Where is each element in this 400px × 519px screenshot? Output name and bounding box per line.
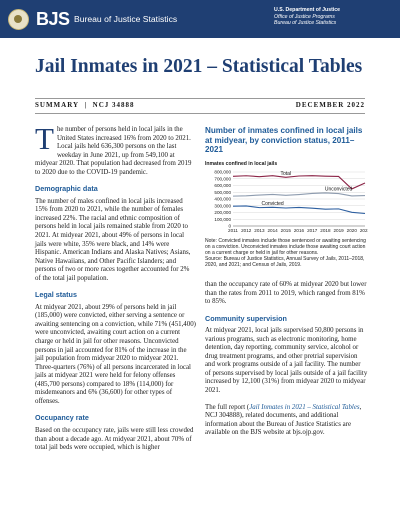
y-tick-label: 200,000: [214, 210, 231, 215]
x-tick-label: 2019: [333, 228, 344, 233]
series-line-total: [232, 175, 366, 190]
x-tick-label: 2017: [307, 228, 318, 233]
demographic-paragraph: The number of males confined in local ja…: [35, 197, 191, 282]
page-title: Jail Inmates in 2021 – Statistical Table…: [35, 56, 363, 77]
x-tick-label: 2021: [360, 228, 368, 233]
y-tick-label: 600,000: [214, 183, 231, 188]
site-header: BJS Bureau of Justice Statistics U.S. De…: [0, 0, 400, 38]
chart-source: Source: Bureau of Justice Statistics, An…: [205, 256, 365, 269]
x-tick-label: 2013: [254, 228, 265, 233]
bureau-name: Bureau of Justice Statistics: [274, 20, 337, 26]
divider: [35, 98, 365, 99]
x-tick-label: 2011: [228, 228, 238, 233]
right-column-text: than the occupancy rate of 60% at midyea…: [205, 281, 368, 446]
y-tick-label: 0: [228, 224, 231, 229]
doc-type: SUMMARY | NCJ 34888: [35, 101, 135, 109]
x-tick-label: 2012: [241, 228, 252, 233]
y-tick-label: 400,000: [214, 197, 231, 202]
y-tick-label: 700,000: [214, 176, 231, 181]
series-line-unconvicted: [232, 192, 366, 197]
chart-y-label: Inmates confined in local jails: [205, 160, 278, 167]
x-tick-label: 2020: [347, 228, 358, 233]
doc-date: DECEMBER 2022: [295, 101, 365, 109]
seal-icon: [8, 9, 29, 30]
community-paragraph: At midyear 2021, local jails supervised …: [205, 327, 368, 395]
x-tick-label: 2018: [320, 228, 331, 233]
legal-heading: Legal status: [35, 290, 77, 300]
series-label: Unconvicted: [325, 187, 353, 193]
full-report-paragraph: The full report (Jail Inmates in 2021 – …: [205, 403, 362, 437]
occupancy-continued: than the occupancy rate of 60% at midyea…: [205, 281, 367, 306]
bjs-logo: BJS: [36, 9, 70, 29]
y-tick-label: 300,000: [214, 203, 231, 208]
occupancy-heading: Occupancy rate: [35, 413, 89, 423]
full-report-link[interactable]: Jail Inmates in 2021 – Statistical Table…: [249, 403, 360, 411]
community-heading: Community supervision: [205, 313, 287, 323]
right-column: Number of inmates confined in local jail…: [205, 126, 368, 269]
drop-cap: T: [35, 121, 54, 156]
department-name: U.S. Department of Justice: [274, 7, 341, 13]
divider: [35, 113, 365, 114]
y-tick-label: 800,000: [214, 170, 231, 175]
legal-paragraph: At midyear 2021, about 29% of persons he…: [35, 303, 196, 405]
x-tick-label: 2016: [294, 228, 305, 233]
y-tick-label: 100,000: [214, 217, 231, 222]
x-tick-label: 2014: [267, 228, 278, 233]
demographic-heading: Demographic data: [35, 184, 98, 194]
series-label: Total: [281, 171, 292, 177]
department-block: U.S. Department of Justice Office of Jus…: [274, 7, 392, 27]
chart-note: Note: Convicted inmates include those se…: [205, 238, 366, 257]
series-line-convicted: [232, 205, 366, 215]
office-name: Office of Justice Programs: [274, 13, 335, 20]
y-tick-label: 500,000: [214, 190, 231, 195]
x-tick-label: 2015: [281, 228, 292, 233]
series-label: Convicted: [261, 201, 283, 207]
agency-name: Bureau of Justice Statistics: [74, 14, 178, 24]
chart-title: Number of inmates confined in local jail…: [205, 126, 363, 154]
occupancy-paragraph: Based on the occupancy rate, jails were …: [35, 426, 194, 452]
